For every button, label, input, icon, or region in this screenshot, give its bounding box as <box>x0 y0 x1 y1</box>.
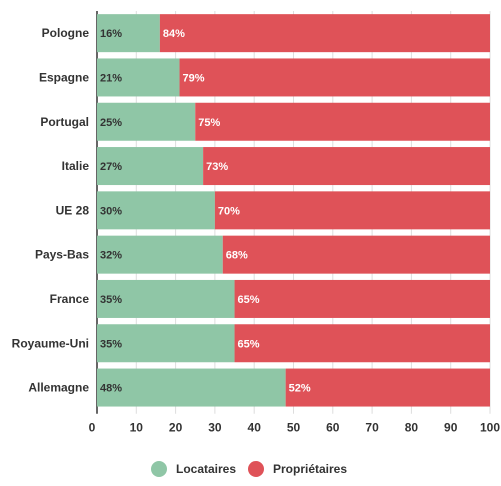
x-tick-label: 90 <box>444 421 458 435</box>
x-tick-label: 40 <box>248 421 262 435</box>
data-label: 79% <box>183 72 205 84</box>
x-tick-label: 60 <box>326 421 340 435</box>
data-label: 25% <box>100 117 122 129</box>
category-label: Royaume-Uni <box>12 336 89 350</box>
legend: Locataires Propriétaires <box>151 461 347 477</box>
category-label: Italie <box>62 159 90 173</box>
x-axis-ticks: 0 10 20 30 40 50 60 70 80 90 100 <box>89 421 501 435</box>
bar-locataires <box>97 324 235 363</box>
data-label: 73% <box>206 161 228 173</box>
category-label: Allemagne <box>28 381 89 395</box>
x-tick-label: 70 <box>365 421 379 435</box>
x-tick-label: 50 <box>287 421 301 435</box>
data-label: 16% <box>100 28 122 40</box>
data-label: 35% <box>100 338 122 350</box>
bar-proprietaires <box>203 147 491 186</box>
x-tick-label: 10 <box>130 421 144 435</box>
x-tick-label: 20 <box>169 421 183 435</box>
x-tick-label: 30 <box>208 421 222 435</box>
bars <box>97 14 491 407</box>
legend-label: Propriétaires <box>273 462 347 476</box>
data-label: 52% <box>289 383 311 395</box>
bar-proprietaires <box>234 279 490 318</box>
legend-marker <box>248 461 264 477</box>
bar-locataires <box>97 279 235 318</box>
category-label: France <box>50 292 90 306</box>
data-label: 65% <box>238 338 260 350</box>
bar-locataires <box>97 58 180 97</box>
data-label: 48% <box>100 383 122 395</box>
bar-locataires <box>97 191 215 230</box>
data-label: 70% <box>218 205 240 217</box>
bar-locataires <box>97 235 223 274</box>
bar-proprietaires <box>234 324 490 363</box>
category-label: Pays-Bas <box>35 248 89 262</box>
legend-marker <box>151 461 167 477</box>
bar-locataires <box>97 102 196 141</box>
bar-proprietaires <box>222 235 490 274</box>
data-label: 27% <box>100 161 122 173</box>
category-label: UE 28 <box>56 203 90 217</box>
bar-proprietaires <box>285 368 490 407</box>
bar-proprietaires <box>214 191 490 230</box>
legend-label: Locataires <box>176 462 236 476</box>
data-label: 65% <box>238 294 260 306</box>
bar-locataires <box>97 368 286 407</box>
category-label: Portugal <box>40 115 89 129</box>
bar-locataires <box>97 14 160 53</box>
data-label: 75% <box>198 117 220 129</box>
data-labels: 16% 84% 21% 79% 25% 75% 27% 73% 30% 70% 32% 68% 35% 6… <box>100 28 311 394</box>
data-label: 35% <box>100 294 122 306</box>
category-label: Espagne <box>39 70 89 84</box>
data-label: 84% <box>163 28 185 40</box>
data-label: 32% <box>100 250 122 262</box>
bar-proprietaires <box>179 58 490 97</box>
bar-proprietaires <box>195 102 490 141</box>
bar-proprietaires <box>159 14 490 53</box>
x-tick-label: 80 <box>405 421 419 435</box>
x-tick-label: 100 <box>480 421 500 435</box>
category-labels: Pologne Espagne Portugal Italie UE 28 Pays-Ba… <box>12 26 90 394</box>
bar-locataires <box>97 147 204 186</box>
data-label: 21% <box>100 72 122 84</box>
data-label: 68% <box>226 250 248 262</box>
category-label: Pologne <box>42 26 90 40</box>
data-label: 30% <box>100 205 122 217</box>
x-tick-label: 0 <box>89 421 96 435</box>
